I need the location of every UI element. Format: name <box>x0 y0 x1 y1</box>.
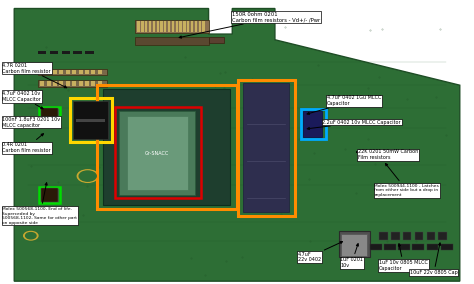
Text: 4.7R 0201
Carbon film resistor: 4.7R 0201 Carbon film resistor <box>2 63 67 88</box>
Bar <box>160 21 163 32</box>
Bar <box>73 51 82 54</box>
Text: 2.2uF 0402 10v MLCC Capacitor: 2.2uF 0402 10v MLCC Capacitor <box>307 120 401 130</box>
Text: 10uF 22v 0805 Cap: 10uF 22v 0805 Cap <box>410 243 458 275</box>
Bar <box>60 81 64 86</box>
Bar <box>91 70 95 74</box>
Bar <box>41 188 58 202</box>
Bar <box>168 21 170 32</box>
Bar <box>153 21 155 32</box>
Bar <box>403 232 411 240</box>
Bar <box>50 51 58 54</box>
Bar <box>384 244 396 250</box>
Bar <box>66 70 70 74</box>
Bar <box>98 81 102 86</box>
Bar <box>79 70 82 74</box>
Bar <box>85 70 89 74</box>
Bar <box>53 81 57 86</box>
Bar <box>85 81 89 86</box>
Bar <box>119 111 195 195</box>
Bar <box>66 81 70 86</box>
Bar <box>39 187 60 203</box>
Bar <box>97 85 237 209</box>
Text: Gr-SNACC: Gr-SNACC <box>145 151 170 156</box>
Bar <box>180 21 182 32</box>
Bar <box>145 21 147 32</box>
Bar <box>156 21 159 32</box>
Bar <box>76 119 105 122</box>
Text: 4.7uF
22v 0402: 4.7uF 22v 0402 <box>298 241 343 262</box>
Circle shape <box>24 231 38 240</box>
Text: 4.7uF 0402 10v
MLCC Capacitor: 4.7uF 0402 10v MLCC Capacitor <box>2 91 43 109</box>
Text: 100nF 1.8uF3 0201 10v
MLCC capacitor: 100nF 1.8uF3 0201 10v MLCC capacitor <box>2 117 61 128</box>
Bar <box>38 80 107 87</box>
Bar <box>38 51 46 54</box>
Circle shape <box>26 233 36 239</box>
Bar <box>115 107 201 198</box>
Bar <box>53 70 57 74</box>
Circle shape <box>79 171 96 181</box>
Bar <box>164 21 166 32</box>
Bar <box>209 37 224 43</box>
Text: Molex 500944-1100 - Latches
from either side but a drop in
replacement: Molex 500944-1100 - Latches from either … <box>374 164 439 197</box>
Polygon shape <box>14 9 460 281</box>
Text: 4.7uF 0402 1Gu MLCC
Capacitor: 4.7uF 0402 1Gu MLCC Capacitor <box>307 95 382 114</box>
Bar <box>238 80 295 216</box>
Bar <box>415 232 423 240</box>
Bar <box>438 232 447 240</box>
Bar <box>149 21 151 32</box>
Bar <box>38 69 107 75</box>
Bar <box>176 21 178 32</box>
Bar <box>60 70 64 74</box>
Bar <box>73 101 108 139</box>
Bar <box>39 107 60 124</box>
Text: 1uF 10v 0805 MLCC
Capacitor: 1uF 10v 0805 MLCC Capacitor <box>379 244 428 271</box>
Bar <box>62 51 70 54</box>
Bar <box>141 21 144 32</box>
Bar <box>202 21 205 32</box>
Bar <box>172 21 174 32</box>
Bar <box>183 21 185 32</box>
Bar <box>195 21 197 32</box>
Bar <box>427 232 435 240</box>
Circle shape <box>77 170 98 182</box>
Bar <box>46 70 51 74</box>
Bar <box>427 244 438 250</box>
Bar <box>41 108 58 122</box>
Bar <box>199 21 201 32</box>
Bar <box>135 20 209 33</box>
Bar <box>370 244 382 250</box>
Bar <box>135 37 209 45</box>
Bar <box>339 231 370 257</box>
Bar <box>137 21 140 32</box>
Bar <box>191 21 193 32</box>
Bar <box>243 83 289 212</box>
Bar <box>187 21 190 32</box>
Bar <box>301 109 326 139</box>
Bar <box>72 81 76 86</box>
Bar <box>379 232 388 240</box>
Bar <box>398 244 410 250</box>
Bar <box>103 89 230 205</box>
Bar <box>79 81 82 86</box>
Bar <box>98 70 102 74</box>
Text: 1uF 0201
10v: 1uF 0201 10v <box>340 244 364 268</box>
Bar <box>412 244 424 250</box>
Bar <box>40 70 44 74</box>
Bar <box>441 244 453 250</box>
Text: 0.4R 0201
Carbon film resistor: 0.4R 0201 Carbon film resistor <box>2 134 51 153</box>
Text: Molex 500568-1100, End of life.
Superceded by
500568-1102, Same for other part
o: Molex 500568-1100, End of life. Superced… <box>2 183 77 225</box>
Bar <box>85 51 94 54</box>
Bar <box>303 111 322 137</box>
Bar <box>341 234 367 256</box>
Bar <box>391 232 400 240</box>
Bar <box>46 81 51 86</box>
Bar <box>40 81 44 86</box>
Text: 22K 0201 50mW Carbon
Film resistors: 22K 0201 50mW Carbon Film resistors <box>356 149 418 160</box>
Bar <box>91 81 95 86</box>
Bar <box>127 116 188 190</box>
Text: 150R 0ohm 0201
Carbon film resistors - Vd+/- /Pwr: 150R 0ohm 0201 Carbon film resistors - V… <box>179 12 320 38</box>
Bar <box>70 98 112 142</box>
Bar <box>72 70 76 74</box>
